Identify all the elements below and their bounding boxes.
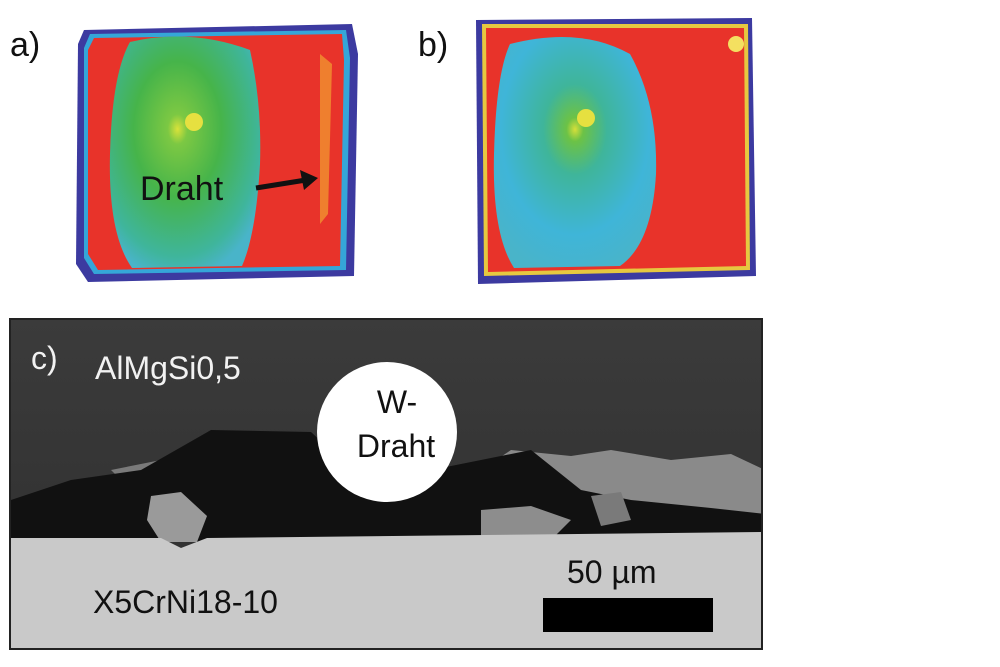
sem-particle <box>147 492 207 542</box>
panel-b-heatmap <box>476 18 756 284</box>
arrow-head-icon <box>300 170 318 190</box>
panel-a-label: a) <box>10 26 41 64</box>
panel-b-map <box>470 14 760 289</box>
sem-particle <box>481 506 571 542</box>
sem-particle <box>591 492 631 526</box>
map-wire-region <box>109 36 261 268</box>
map-streak <box>320 54 332 224</box>
panel-b-label: b) <box>418 26 449 64</box>
map-hotspot <box>577 109 595 127</box>
bottom-material-label: X5CrNi18-10 <box>93 584 278 620</box>
wire-label-line1: W- <box>376 384 418 420</box>
sem-graphic <box>11 320 761 648</box>
wire-label-line2: Draht <box>356 428 436 464</box>
top-material-label: AlMgSi0,5 <box>95 350 241 386</box>
panel-a-heatmap <box>76 24 358 282</box>
panel-a-map <box>70 14 360 286</box>
sem-tungsten-wire <box>317 362 457 502</box>
map-wire-region <box>493 36 657 269</box>
panel-c-sem-image: c) AlMgSi0,5 W- Draht X5CrNi18-10 50 µm <box>9 318 763 650</box>
map-corner-hotspot <box>728 36 744 52</box>
scale-bar <box>543 598 713 632</box>
map-hotspot <box>185 113 203 131</box>
panel-c-label: c) <box>31 340 58 376</box>
scale-bar-label: 50 µm <box>567 554 657 590</box>
arrow-line <box>255 177 307 191</box>
draht-label: Draht <box>140 170 224 208</box>
